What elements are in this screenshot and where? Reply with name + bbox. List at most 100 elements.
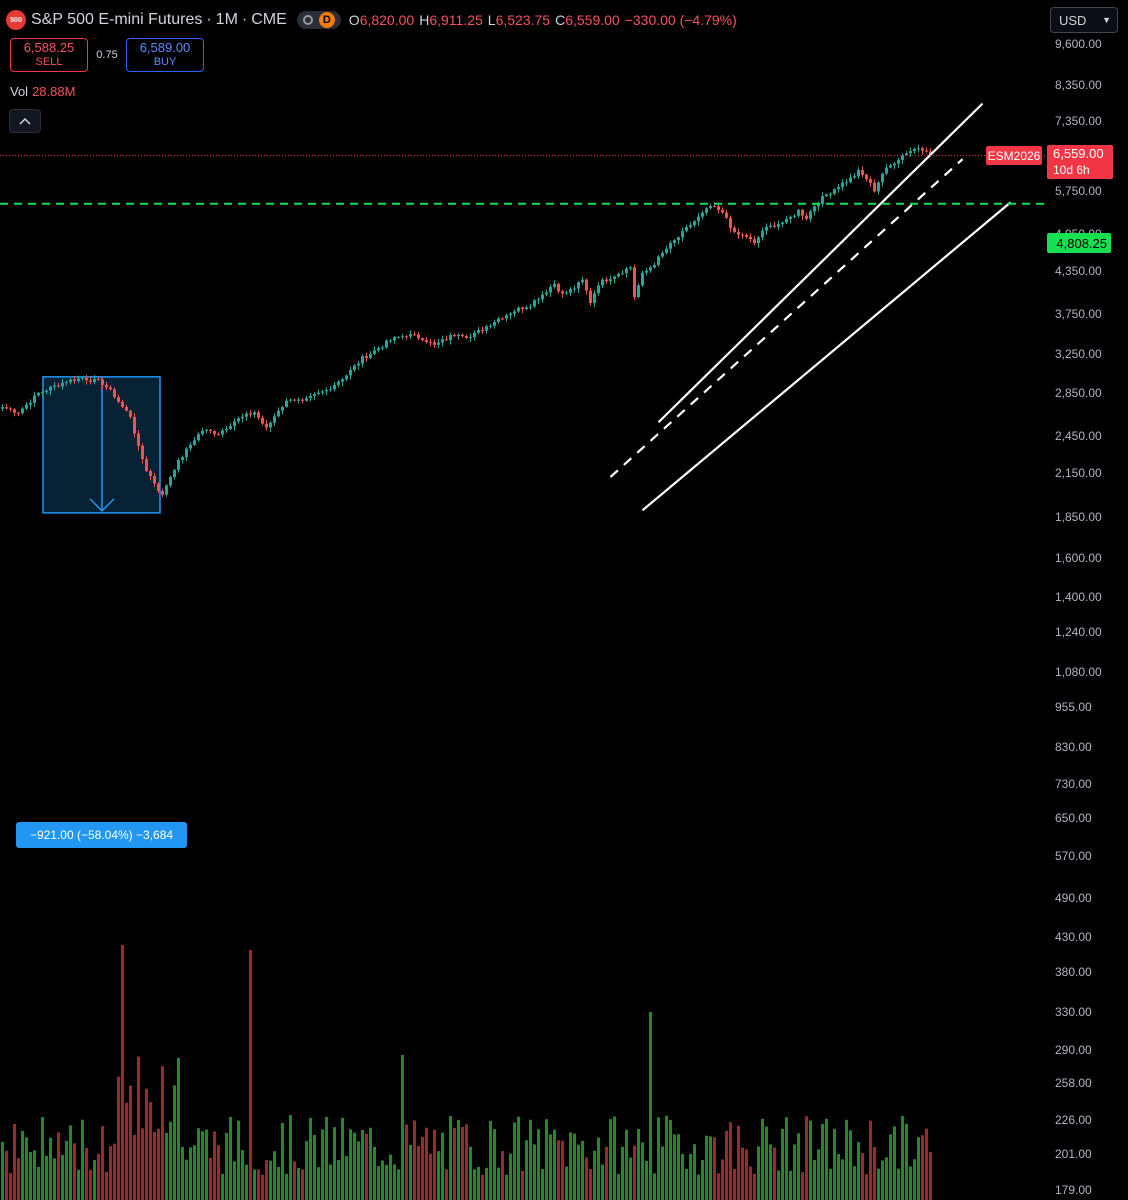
drawings[interactable]	[0, 102, 1046, 512]
volume-bar	[637, 1128, 640, 1200]
price-axis-tick: 8,350.00	[1055, 78, 1102, 92]
candle-body	[617, 273, 620, 277]
high-value: 6,911.25	[429, 12, 483, 28]
volume-bar	[161, 1066, 164, 1200]
volume-bar	[269, 1160, 272, 1200]
volume-bar	[881, 1160, 884, 1200]
volume-bar	[677, 1134, 680, 1200]
volume-bar	[105, 1171, 108, 1200]
volume-bar	[649, 1012, 652, 1200]
symbol-legend[interactable]: 500 S&P 500 E-mini Futures · 1M · CME D …	[6, 8, 737, 32]
candle-body	[313, 393, 316, 396]
price-axis-tick: 4,350.00	[1055, 264, 1102, 278]
market-status-pill[interactable]: D	[296, 11, 341, 29]
candle-body	[405, 336, 408, 338]
volume-bar	[849, 1130, 852, 1200]
candle-body	[177, 459, 180, 470]
candle-body	[297, 399, 300, 401]
candle-body	[565, 292, 568, 294]
measure-tool[interactable]	[42, 376, 161, 514]
candle-body	[801, 209, 804, 216]
volume-bar	[845, 1119, 848, 1200]
volume-bar	[421, 1136, 424, 1200]
candle-body	[301, 399, 304, 401]
volume-bar	[753, 1173, 756, 1200]
candle-body	[781, 222, 784, 225]
separator: ·	[241, 11, 248, 28]
candle-body	[569, 288, 572, 293]
volume-bar	[285, 1173, 288, 1200]
volume-bar	[153, 1131, 156, 1200]
candle-body	[5, 407, 8, 409]
candle-body	[13, 409, 16, 413]
candle-body	[861, 169, 864, 175]
ohlc-high: H6,911.25	[419, 12, 483, 28]
candle-body	[729, 217, 732, 228]
candle-body	[677, 237, 680, 241]
candle-body	[193, 440, 196, 445]
volume-bar	[669, 1120, 672, 1200]
collapse-legend-button[interactable]	[9, 109, 41, 133]
interval[interactable]: 1M	[215, 11, 238, 28]
candle-body	[137, 433, 140, 446]
candle-body	[765, 226, 768, 231]
volume-bar	[101, 1126, 104, 1200]
candle-body	[893, 163, 896, 166]
volume-bar	[397, 1169, 400, 1200]
volume-bar	[489, 1120, 492, 1200]
sell-button[interactable]: 6,588.25 SELL	[10, 38, 88, 72]
volume-bar	[29, 1152, 32, 1200]
volume-bar	[313, 1135, 316, 1200]
volume-bar	[593, 1150, 596, 1200]
candle-body	[741, 234, 744, 236]
price-axis-tick: 380.00	[1055, 965, 1092, 979]
low-value: 6,523.75	[495, 12, 551, 28]
volume-bar	[713, 1137, 716, 1200]
candle-body	[141, 445, 144, 460]
volume-bar	[545, 1119, 548, 1200]
candle-body	[537, 299, 540, 301]
candle-body	[753, 239, 756, 244]
volume-bar	[497, 1167, 500, 1200]
volume-bar	[201, 1131, 204, 1200]
candle-body	[597, 285, 600, 294]
volume-bar	[541, 1169, 544, 1200]
currency-select[interactable]: USD ▼	[1050, 7, 1118, 33]
volume-bar	[429, 1153, 432, 1200]
volume-bar	[125, 1102, 128, 1200]
volume-bar	[69, 1125, 72, 1200]
sell-price: 6,588.25	[23, 40, 75, 55]
chevron-down-icon: ▼	[1102, 15, 1111, 25]
candle-body	[913, 149, 916, 152]
volume-bar	[233, 1161, 236, 1200]
candle-body	[25, 404, 28, 409]
volume-bar	[749, 1166, 752, 1200]
candle-body	[621, 273, 624, 275]
volume-bar	[769, 1144, 772, 1200]
candle-body	[897, 160, 900, 164]
candle-body	[305, 398, 308, 401]
candle-body	[669, 242, 672, 249]
volume-bar	[841, 1159, 844, 1200]
symbol-name[interactable]: S&P 500 E-mini Futures	[31, 11, 203, 28]
candle-body	[589, 290, 592, 303]
candle-body	[889, 165, 892, 168]
candle-body	[37, 393, 40, 396]
candle-body	[905, 153, 908, 156]
volume-bar	[705, 1135, 708, 1200]
volume-bar	[813, 1159, 816, 1200]
candle-body	[533, 300, 536, 307]
buy-button[interactable]: 6,589.00 BUY	[126, 38, 204, 72]
candle-body	[181, 457, 184, 460]
volume-bar	[809, 1120, 812, 1200]
volume-bar	[333, 1127, 336, 1200]
volume-bar	[465, 1124, 468, 1200]
price-axis-tick: 830.00	[1055, 740, 1092, 754]
volume-legend[interactable]: Vol 28.88M	[10, 84, 75, 99]
volume-bar	[913, 1159, 916, 1200]
candle-body	[457, 334, 460, 337]
volume-bar	[737, 1125, 740, 1200]
volume-bar	[337, 1160, 340, 1200]
volume-bar	[381, 1160, 384, 1200]
